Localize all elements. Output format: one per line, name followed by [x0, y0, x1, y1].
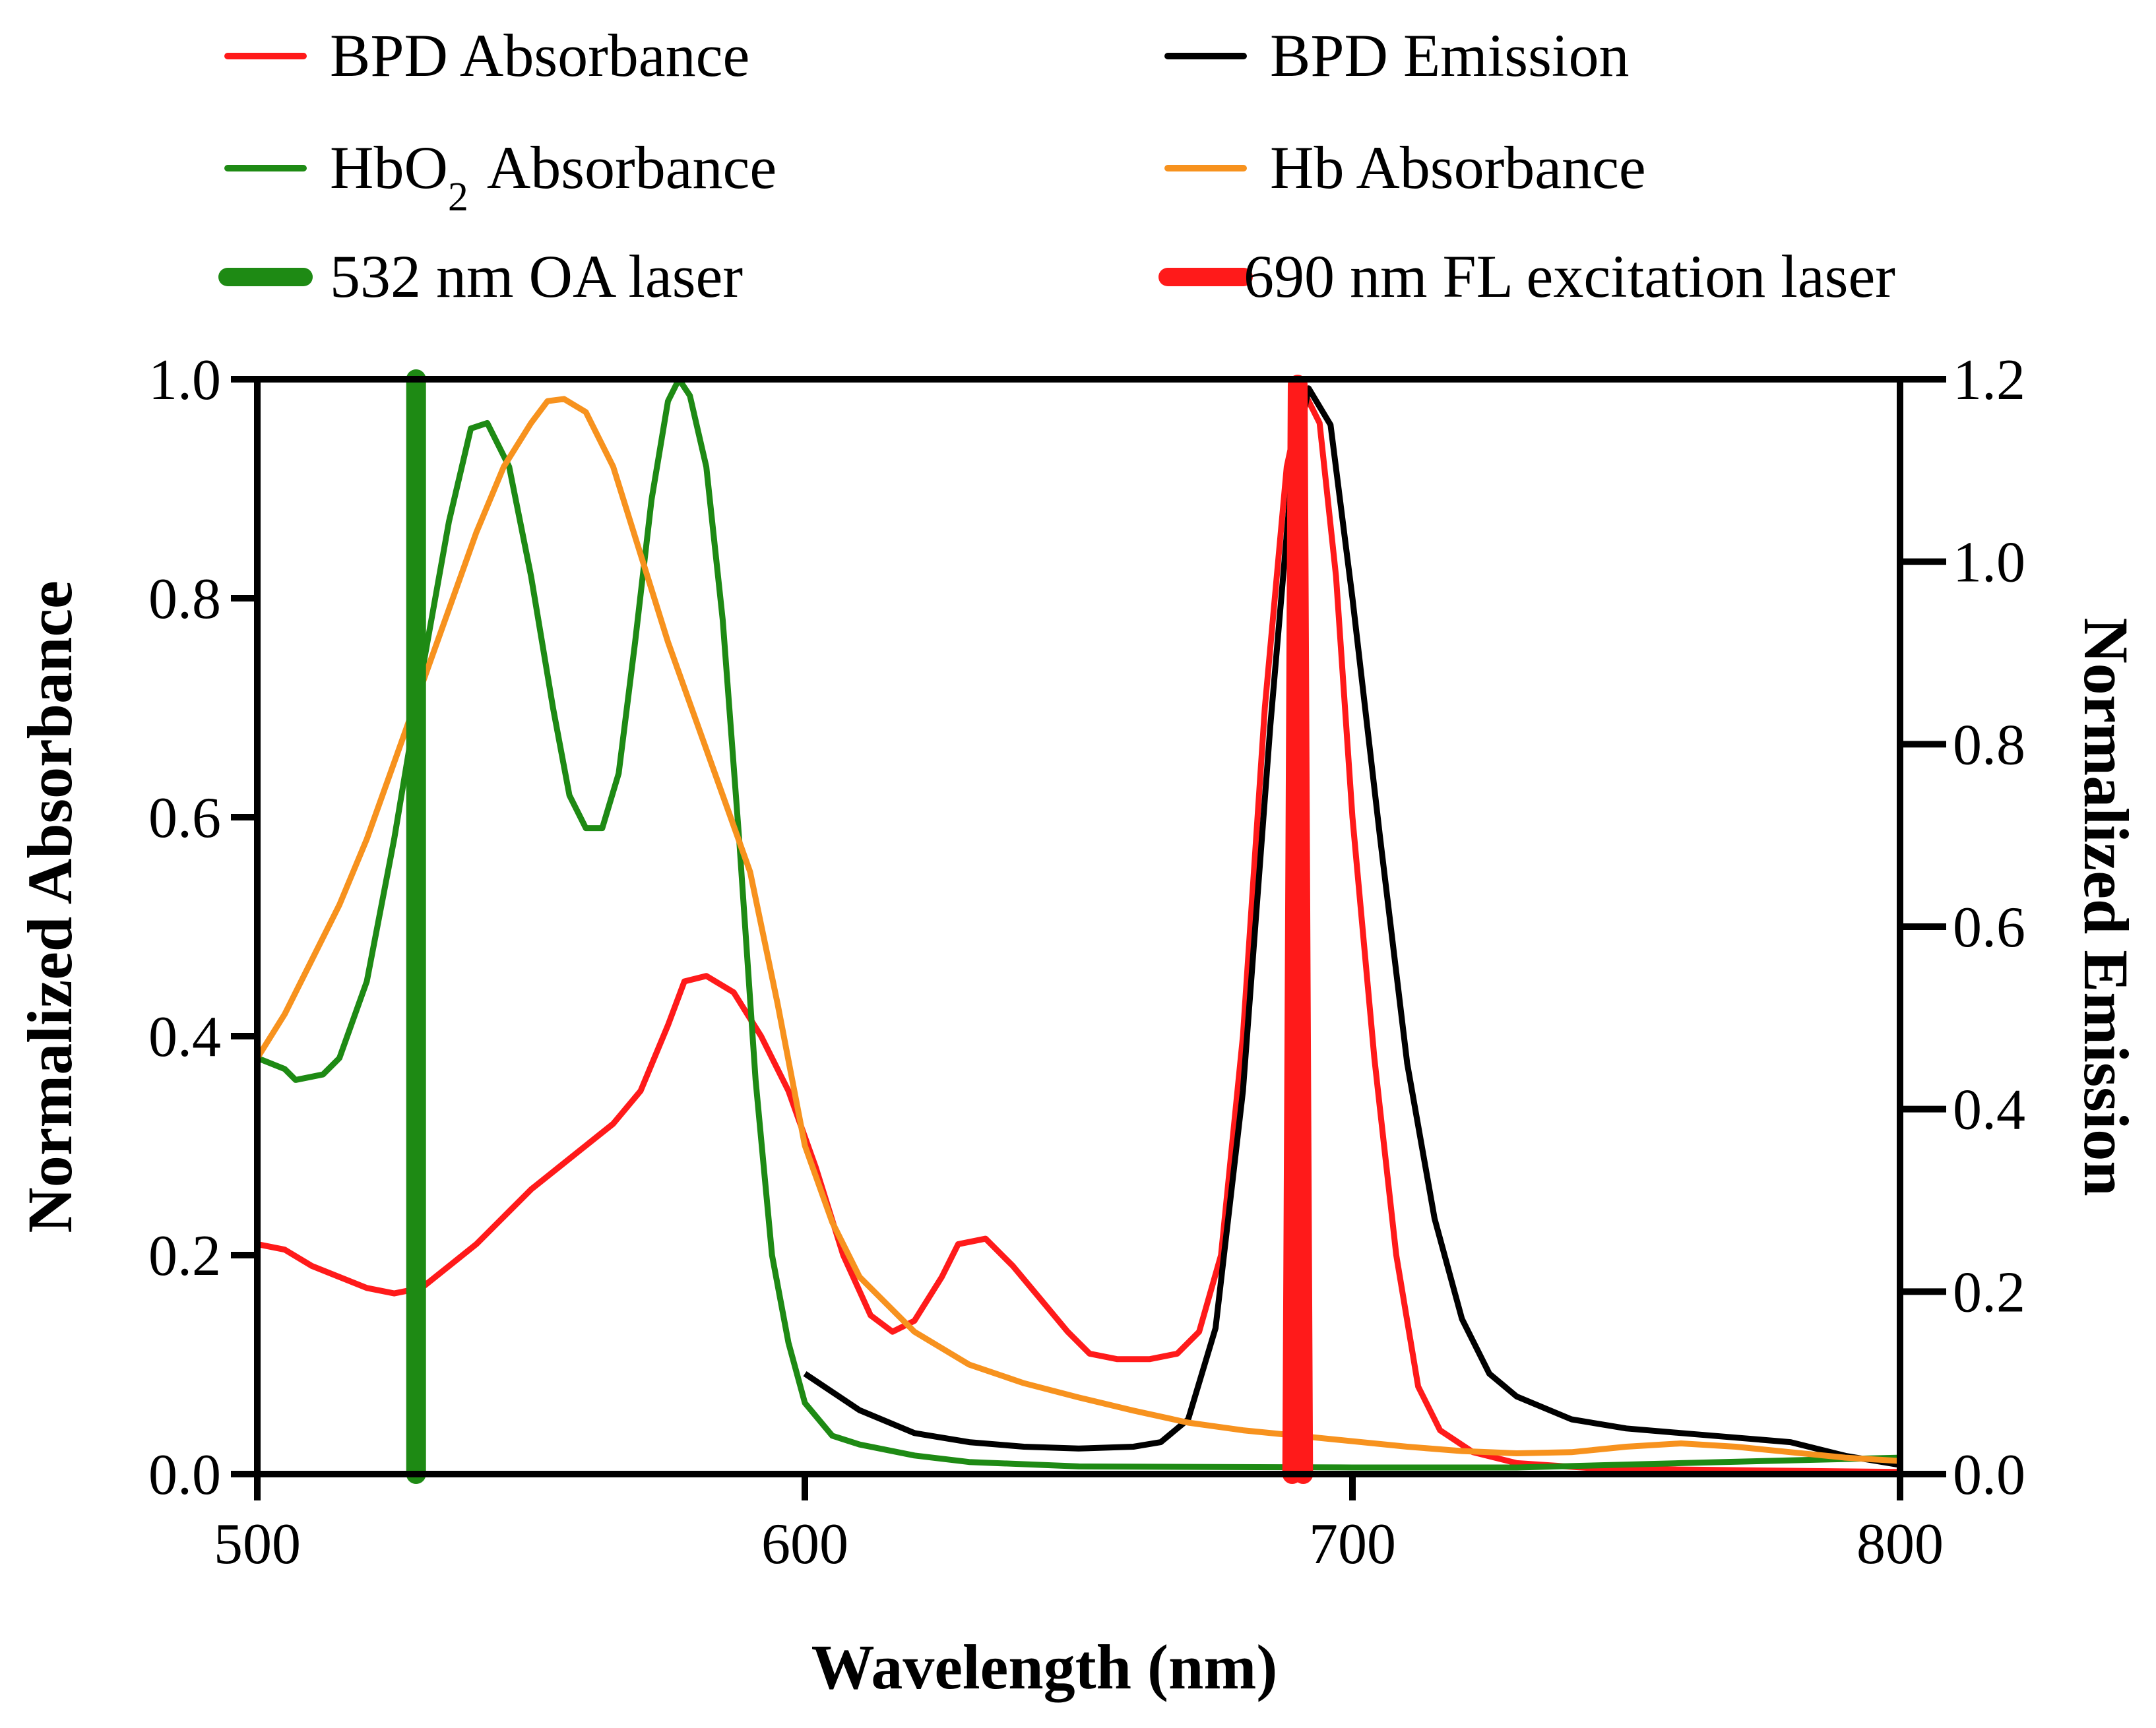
legend-label: 532 nm OA laser — [330, 243, 743, 310]
y2-tick-label: 0.2 — [1953, 1260, 2025, 1324]
legend: BPD Absorbance HbO2 Absorbance 532 nm OA l… — [218, 22, 1895, 310]
y-tick-label: 0.6 — [148, 786, 221, 850]
x-tick-label: 600 — [761, 1512, 848, 1576]
y-tick-label: 0.2 — [148, 1224, 221, 1288]
x-tick-label: 500 — [214, 1512, 301, 1576]
x-tick-label: 800 — [1856, 1512, 1944, 1576]
y2-tick-label: 0.4 — [1953, 1078, 2025, 1142]
legend-label: Hb Absorbance — [1270, 134, 1646, 201]
y-axis-title: Normalized Absorbance — [15, 580, 85, 1233]
y-tick-label: 1.0 — [148, 348, 221, 412]
y2-axis-title: Normalized Emission — [2071, 617, 2141, 1196]
axes: 500 600 700 8000.00.20.40.60.81.00.00.20.40… — [148, 348, 2025, 1576]
series-line-690-nm-fl-excitation-laser — [1282, 375, 1314, 1484]
y2-tick-label: 0.0 — [1953, 1443, 2025, 1507]
y-tick-label: 0.0 — [148, 1443, 221, 1507]
y2-tick-label: 0.8 — [1953, 713, 2025, 777]
series-line-hbo2-absorbance — [256, 376, 1901, 1471]
x-tick-label: 700 — [1309, 1512, 1396, 1576]
legend-label: BPD Emission — [1270, 22, 1629, 89]
series-line-hb-absorbance — [255, 396, 1901, 1464]
legend-label: HbO2 Absorbance — [330, 134, 777, 220]
y2-tick-label: 1.2 — [1953, 348, 2025, 412]
legend-label: 690 nm FL excitation laser — [1244, 243, 1895, 310]
y-tick-label: 0.8 — [148, 567, 221, 631]
series-line-bpd-absorbance — [257, 387, 1901, 1475]
series-layer — [255, 369, 1901, 1484]
y-tick-label: 0.4 — [148, 1005, 221, 1069]
y2-tick-label: 1.0 — [1953, 531, 2025, 595]
series-line-bpd-emission — [803, 385, 1901, 1468]
legend-label: BPD Absorbance — [330, 22, 749, 89]
y2-tick-label: 0.6 — [1953, 896, 2025, 960]
x-axis-title: Wavelength (nm) — [811, 1632, 1278, 1702]
